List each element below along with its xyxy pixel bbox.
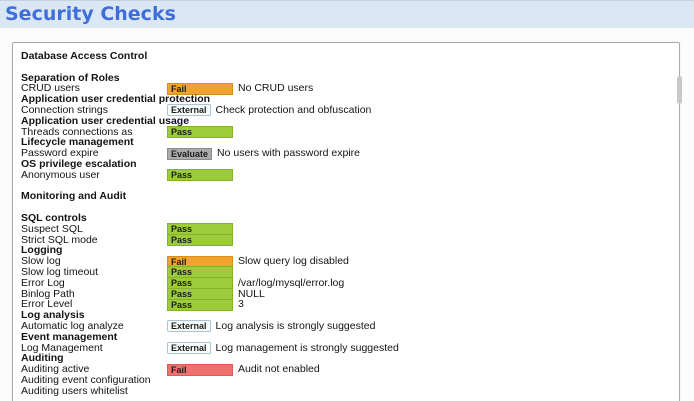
check-note: Check protection and obfuscation	[215, 103, 372, 116]
section-header-row: Event management	[21, 330, 673, 343]
section-header-row: Log analysis	[21, 310, 673, 321]
section-title: Lifecycle management	[21, 136, 134, 149]
section-header-row: SQL controls	[21, 213, 673, 224]
check-row: Automatic log analyze External Log analysi…	[21, 319, 673, 333]
pass-status-badge: Pass	[167, 233, 233, 246]
section-title: SQL controls	[21, 211, 87, 224]
evaluate-status-badge: Evaluate	[167, 147, 213, 160]
pass-status-badge: Pass	[167, 169, 233, 182]
check-note: No users with password expire	[217, 147, 361, 160]
check-note: Log analysis is strongly suggested	[215, 319, 376, 332]
check-note: 3	[238, 298, 244, 311]
check-row: Log Management External Log management is …	[21, 341, 673, 354]
external-status-badge: External	[167, 104, 211, 117]
check-row: Connection strings External Check protecti…	[21, 103, 673, 117]
check-label: Slow log	[21, 255, 61, 268]
check-row: Binlog Path Pass NULL	[21, 287, 673, 300]
check-label: Auditing event configuration	[21, 373, 151, 386]
check-label: Auditing users whitelist	[21, 384, 128, 397]
section-title: Separation of Roles	[21, 71, 120, 84]
check-label: CRUD users	[21, 82, 80, 95]
check-label: Auditing active	[21, 363, 90, 376]
check-row: Password expire Evaluate No users with pas…	[21, 147, 673, 160]
fail-red-status-badge: Fail	[167, 363, 233, 376]
section-title: Log analysis	[21, 309, 85, 322]
section-header-row: Logging	[21, 245, 673, 256]
scrollbar-thumb[interactable]	[677, 76, 682, 104]
section-title: Monitoring and Audit	[21, 190, 127, 203]
section-title: Auditing	[21, 352, 64, 365]
external-status-badge: External	[167, 341, 211, 354]
section-title: Application user credential protection	[21, 93, 211, 106]
check-row: Error Log Pass/var/log/mysql/error.log	[21, 276, 673, 290]
page-header: Security Checks	[0, 0, 694, 28]
section-header-row: OS privilege escalation	[21, 159, 673, 170]
check-note: NULL	[238, 287, 265, 300]
check-row: Strict SQL mode Pass	[21, 233, 673, 246]
section-header-row: Application user credential protection	[21, 94, 673, 105]
check-row: Auditing users whitelist	[21, 384, 673, 397]
section-title: Event management	[21, 330, 118, 343]
section-title: OS privilege escalation	[21, 157, 137, 170]
check-note: Slow query log disabled	[238, 255, 349, 268]
check-row: Slow log timeout Pass	[21, 265, 673, 279]
check-label: Threads connections as	[21, 125, 133, 138]
check-row: Suspect SQL Pass	[21, 222, 673, 236]
check-row: CRUD users Fail No CRUD users	[21, 82, 673, 95]
check-label: Password expire	[21, 147, 99, 160]
checks-list: Database Access Control Separation of Rol…	[21, 51, 673, 397]
check-label: Binlog Path	[21, 287, 75, 300]
section-title: Database Access Control	[21, 50, 148, 62]
check-label: Suspect SQL	[21, 222, 83, 235]
check-note: No CRUD users	[238, 82, 314, 95]
check-row: Slow log Fail Slow query log disabled	[21, 255, 673, 268]
section-header-row: Database Access Control	[21, 51, 673, 62]
check-label: Error Log	[21, 276, 65, 289]
section-title: Logging	[21, 244, 63, 257]
section-header-row: Auditing	[21, 353, 673, 364]
security-checks-panel: Database Access Control Separation of Rol…	[12, 42, 680, 401]
pass-status-badge: Pass	[167, 298, 233, 311]
section-header-row: Lifecycle management	[21, 137, 673, 148]
check-label: Error Level	[21, 298, 73, 311]
check-note: Audit not enabled	[238, 363, 320, 376]
check-label: Slow log timeout	[21, 265, 99, 278]
check-row: Auditing active Fail Audit not enabled	[21, 363, 673, 376]
check-label: Strict SQL mode	[21, 233, 98, 246]
section-header-row: Separation of Roles	[21, 71, 673, 84]
check-label: Log Management	[21, 341, 103, 354]
section-title: Application user credential usage	[21, 114, 190, 127]
check-label: Connection strings	[21, 103, 108, 116]
check-row: Threads connections as Pass	[21, 125, 673, 138]
check-row: Error Level Pass 3	[21, 298, 673, 311]
check-note: /var/log/mysql/error.log	[238, 276, 345, 289]
check-label: Automatic log analyze	[21, 319, 124, 332]
fail-status-badge: Fail	[167, 82, 233, 95]
spacer-row	[21, 202, 673, 213]
check-row: Anonymous user Pass	[21, 168, 673, 182]
pass-status-badge: Pass	[167, 125, 233, 138]
spacer-row	[21, 62, 673, 73]
section-header-row: Monitoring and Audit	[21, 191, 673, 202]
check-row: Auditing event configuration	[21, 375, 673, 386]
check-note: Log management is strongly suggested	[215, 341, 399, 354]
page-title: Security Checks	[5, 3, 176, 25]
section-header-row: Application user credential usage	[21, 114, 673, 127]
external-status-badge: External	[167, 320, 211, 333]
check-label: Anonymous user	[21, 168, 100, 181]
